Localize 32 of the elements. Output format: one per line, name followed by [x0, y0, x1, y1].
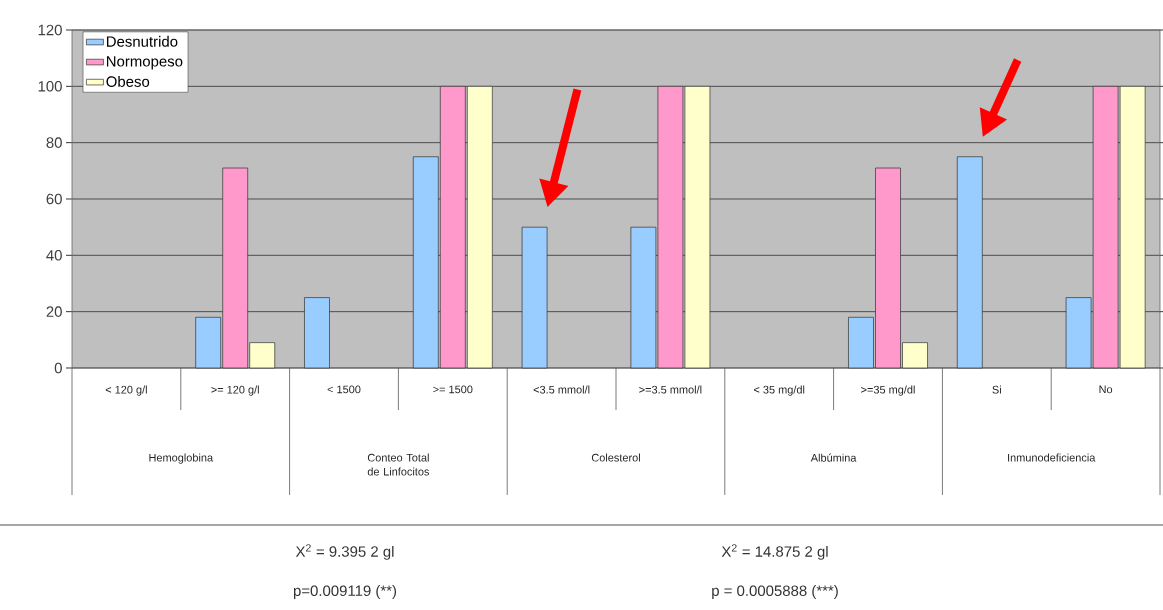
x-tick-label: Si [992, 385, 1001, 394]
bar [956, 156, 983, 369]
text: Inmunodeficiencia [1008, 453, 1096, 462]
y-tick-label: 80 [46, 137, 62, 148]
y-tick-label: 0 [54, 362, 62, 374]
text: X$^{2}$ = 9.395 2 gl [295, 544, 394, 560]
text: Albúmina [810, 453, 857, 462]
x-tick-label: >= 120 g/l [211, 385, 259, 396]
legend-label: Obeso [106, 75, 150, 87]
text: X$^{2}$ = 14.875 2 gl [721, 544, 828, 560]
y-tick-label: 120 [38, 24, 62, 36]
x-tick-label: >= 1500 [433, 385, 473, 394]
x-tick-label: >=35 mg/dl [861, 385, 915, 396]
legend-label: Normopeso [106, 56, 183, 70]
text: Colesterol [591, 453, 640, 462]
text: p=0.009119 (**) [293, 585, 397, 599]
text: Hemoglobina [149, 453, 214, 464]
y-tick-label: 60 [46, 193, 62, 205]
bar [521, 226, 548, 369]
text: p = 0.0005888 (***) [712, 585, 838, 599]
y-tick-label: 100 [38, 81, 62, 92]
y-tick-label: 40 [46, 250, 62, 261]
y-tick-label: 20 [46, 306, 62, 317]
legend-label: Desnutrido [106, 35, 178, 47]
x-tick-label: < 35 mg/dl [754, 385, 805, 396]
x-tick-label: < 1500 [327, 385, 361, 394]
x-tick-label: <3.5 mmol/l [533, 385, 590, 394]
x-tick-label: < 120 g/l [105, 385, 147, 396]
x-tick-label: No [1099, 385, 1113, 394]
text: Conteo Total de Linfocitos [367, 453, 430, 476]
bar [304, 297, 330, 369]
x-tick-label: >=3.5 mmol/l [639, 385, 702, 394]
